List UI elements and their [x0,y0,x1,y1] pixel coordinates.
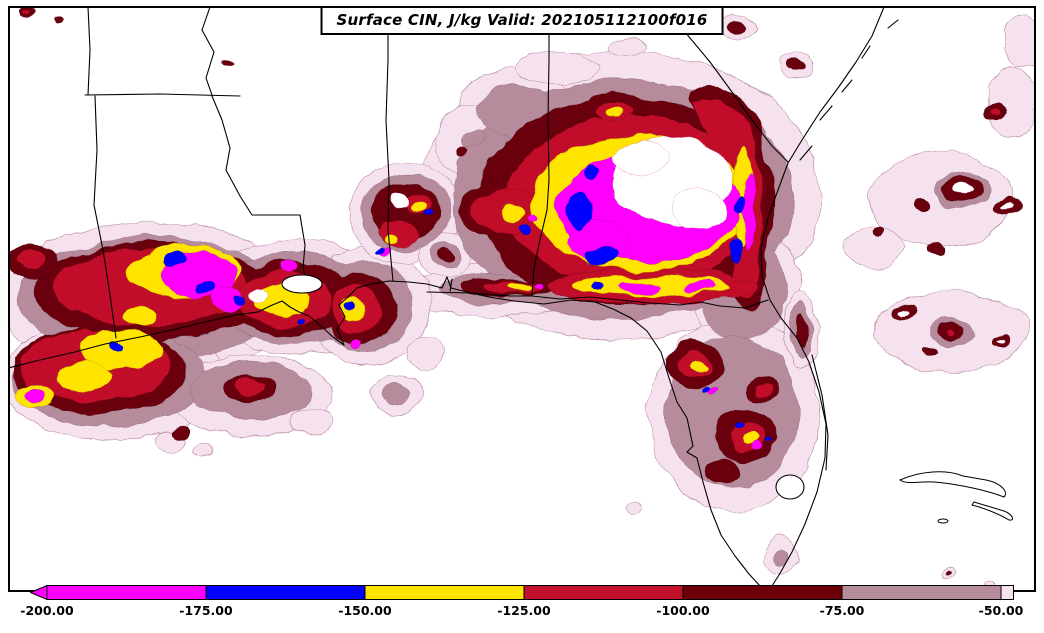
lake-pontchartrain [281,274,323,294]
colorbar-tick-label: -100.00 [656,603,710,618]
colorbar-band-maroon [682,585,843,600]
contour-band-blue [108,164,774,444]
colorbar-tick-label: -175.00 [179,603,233,618]
colorbar-extend-arrow [30,585,48,600]
colorbar-tick-label: -75.00 [819,603,865,618]
contour-field [9,7,1034,591]
atlantic-coastline [760,7,885,590]
contour-interior-clear [248,136,1014,345]
lake-okeechobee [775,474,805,500]
colorbar-band-pink [1000,585,1014,600]
colorbar-tick-label: -200.00 [20,603,74,618]
colorbar-band-magenta [46,585,207,600]
colorbar [30,585,1014,600]
colorbar-tick-label: -125.00 [497,603,551,618]
colorbar-band-blue [205,585,366,600]
bahamas-islands [898,471,1014,524]
colorbar-band-yellow [364,585,525,600]
gulf-coastline [9,276,766,591]
colorbar-tick-label: -150.00 [338,603,392,618]
colorbar-band-mauve [841,585,1002,600]
barrier-islands [799,19,899,471]
map-title: Surface CIN, J/kg Valid: 202105112100f01… [320,6,724,35]
colorbar-band-red [523,585,684,600]
colorbar-tick-label: -50.00 [978,603,1024,618]
